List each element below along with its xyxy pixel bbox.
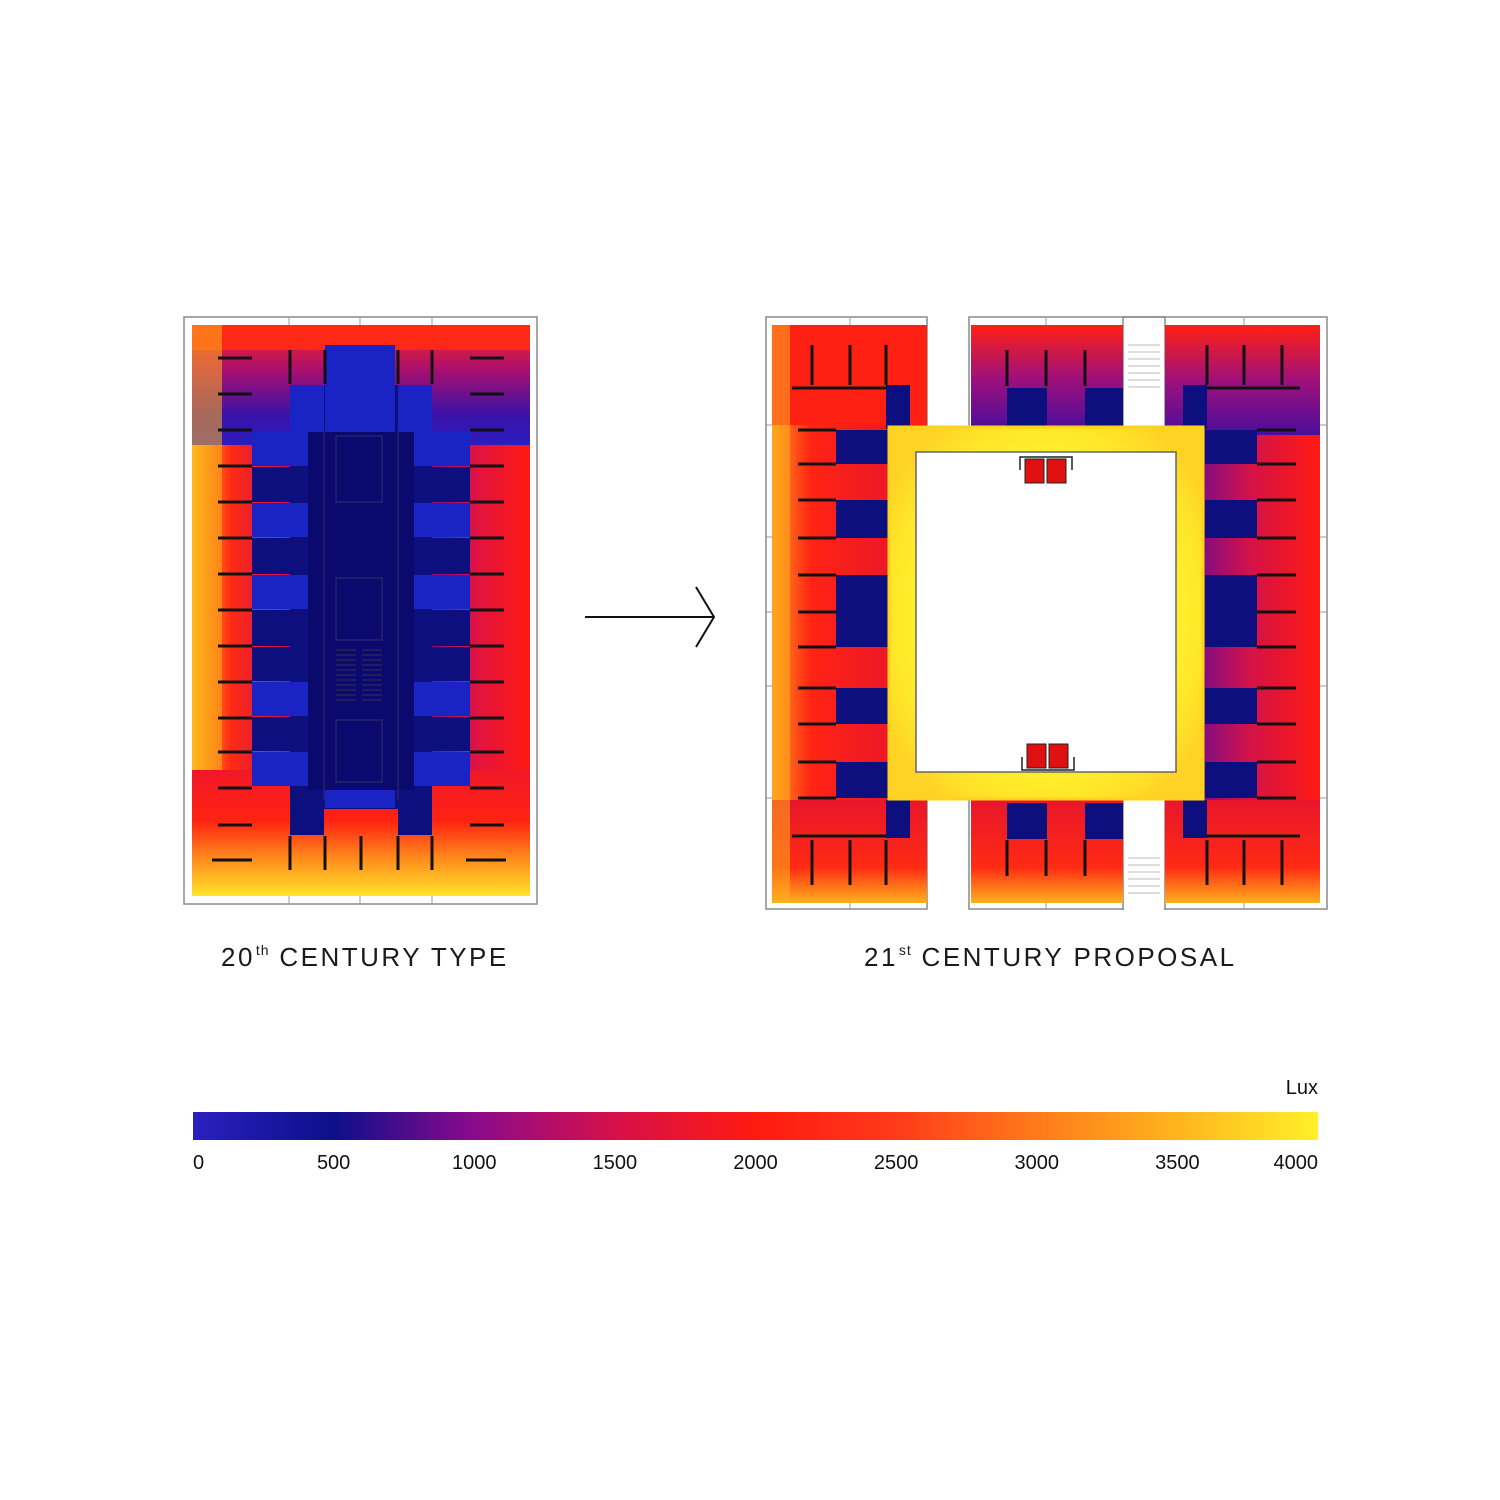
legend-tick-3000: 3000 (1014, 1152, 1060, 1174)
legend-color-bar (193, 1112, 1318, 1140)
plan-21st-century (765, 316, 1328, 910)
plan-20th-century (183, 316, 538, 905)
legend-tick-4000: 4000 (1273, 1152, 1319, 1174)
caption-21st-century: 21st CENTURY PROPOSAL (864, 942, 1237, 972)
legend-tick-500: 500 (316, 1152, 351, 1174)
legend-tick-0: 0 (193, 1152, 205, 1174)
caption-20th-century: 20th CENTURY TYPE (221, 942, 509, 972)
legend-unit-label: Lux (1285, 1077, 1318, 1099)
legend-tick-2000: 2000 (733, 1152, 778, 1174)
legend-tick-2500: 2500 (873, 1152, 919, 1174)
legend-tick-3500: 3500 (1155, 1152, 1200, 1174)
legend-tick-1500: 1500 (592, 1152, 638, 1174)
arrow-right-icon (585, 586, 716, 648)
legend-tick-1000: 1000 (452, 1152, 497, 1174)
